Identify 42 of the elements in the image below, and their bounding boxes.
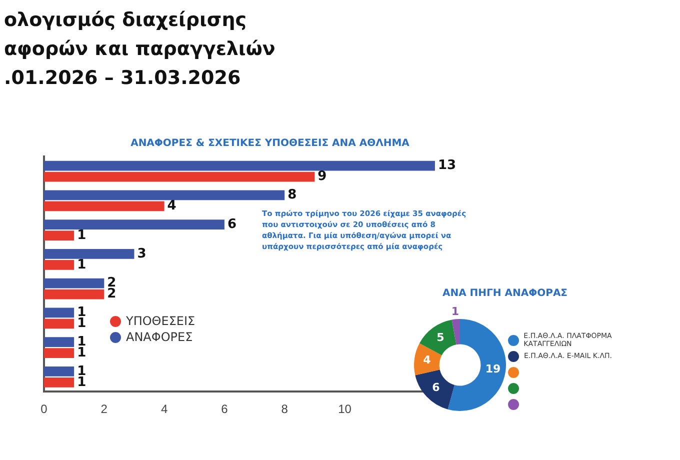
data-label: 6 xyxy=(432,380,440,394)
data-label: 1 xyxy=(77,374,86,390)
bar xyxy=(44,230,74,241)
bar xyxy=(44,366,74,376)
bar xyxy=(44,220,224,230)
x-tick-label: 8 xyxy=(281,402,288,416)
bar xyxy=(44,289,104,300)
bar xyxy=(44,260,74,270)
chart-title: ΑΝΑ ΠΗΓΗ ΑΝΑΦΟΡΑΣ xyxy=(441,288,569,299)
data-label: 4 xyxy=(423,353,432,366)
bar xyxy=(44,278,104,288)
bar xyxy=(44,337,74,347)
chart-title: ολογισμός διαχείρισης αφορών και παραγγελιών .01.2026 – 31.03.2026 xyxy=(4,8,276,91)
x-tick-label: 10 xyxy=(338,402,352,416)
bar xyxy=(44,248,134,259)
data-label: 19 xyxy=(485,362,501,376)
bar xyxy=(44,201,164,212)
bar xyxy=(44,190,285,200)
legend-label: ΑΝΑΦΟΡΕΣ xyxy=(125,330,194,344)
bar xyxy=(44,318,74,329)
chart-subtitle: ΑΝΑΦΟΡΕΣ & ΣΧΕΤΙΚΕΣ ΥΠΟΘΕΣΕΙΣ ΑΝΑ ΑΘΛΗΜΑ xyxy=(130,138,410,149)
x-tick-label: 0 xyxy=(40,402,48,416)
data-label: 1 xyxy=(451,305,460,318)
bar xyxy=(44,348,74,358)
data-label: 5 xyxy=(436,330,444,344)
data-label: 13 xyxy=(438,158,456,174)
bar xyxy=(44,377,74,388)
data-label: 1 xyxy=(77,228,86,243)
data-label: 4 xyxy=(167,198,176,214)
data-label: 3 xyxy=(137,246,146,262)
data-label: 1 xyxy=(77,257,86,272)
bar xyxy=(44,172,315,182)
data-label: 6 xyxy=(227,216,236,232)
legend-label: ΥΠΟΘΕΣΕΙΣ xyxy=(125,314,196,328)
bar xyxy=(44,160,435,171)
data-label: 9 xyxy=(318,169,327,184)
x-tick-label: 6 xyxy=(221,402,228,416)
data-label: 1 xyxy=(77,345,86,360)
x-tick-label: 2 xyxy=(100,402,108,416)
data-label: 8 xyxy=(288,188,297,203)
x-tick-label: 4 xyxy=(160,402,168,416)
bar xyxy=(44,308,74,318)
